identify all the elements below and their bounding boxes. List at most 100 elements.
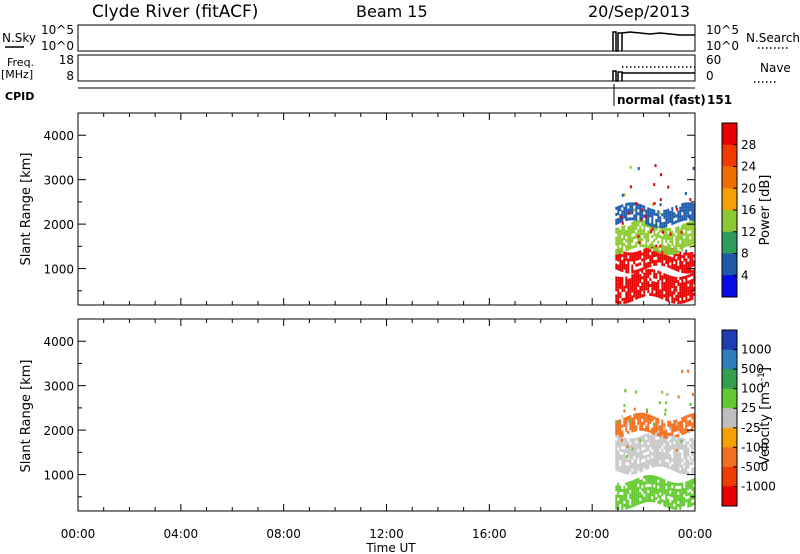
data-cell [691, 478, 694, 482]
data-cell [665, 443, 668, 447]
data-cell [621, 240, 624, 244]
data-cell [649, 246, 652, 250]
data-cell [685, 258, 688, 262]
data-cell [673, 482, 676, 486]
data-cell [621, 260, 624, 264]
data-cell [615, 266, 618, 270]
data-cell [685, 450, 688, 454]
data-cell [685, 284, 688, 288]
data-cell [685, 270, 688, 274]
data-cell [673, 276, 676, 280]
data-cell [691, 223, 694, 227]
data-cell [693, 281, 696, 285]
data-cell [617, 438, 620, 442]
data-cell [675, 259, 678, 263]
data-cell [619, 214, 622, 218]
data-cell [617, 282, 620, 286]
data-cell [673, 420, 676, 424]
data-cell [669, 432, 672, 436]
data-cell [621, 266, 624, 270]
data-cell [683, 288, 686, 292]
data-cell [647, 213, 650, 217]
data-cell [621, 297, 624, 301]
data-cell [673, 497, 676, 501]
data-cell [647, 493, 650, 497]
data-cell [663, 236, 666, 240]
data-cell [689, 233, 692, 237]
data-cell [641, 213, 644, 217]
data-cell [617, 435, 620, 439]
data-cell [651, 293, 654, 297]
colorbar-swatch [722, 466, 737, 487]
colorbar-swatch [722, 349, 737, 370]
data-cell [639, 262, 642, 266]
data-cell [677, 235, 680, 239]
data-cell [659, 295, 662, 299]
data-cell [693, 452, 696, 456]
data-cell [623, 209, 626, 213]
colorbar-tick-label: 20 [741, 181, 756, 195]
data-cell [619, 262, 622, 266]
data-cell [629, 237, 632, 241]
colorbar-tick-label: 1000 [741, 343, 772, 357]
data-cell [639, 421, 642, 425]
data-cell [631, 239, 634, 243]
data-cell [689, 444, 692, 448]
data-cell [617, 251, 620, 255]
data-cell [655, 219, 658, 223]
data-cell [645, 428, 648, 432]
data-cell [693, 223, 696, 227]
data-cell [641, 252, 644, 256]
data-cell [687, 429, 690, 433]
data-cell [629, 217, 632, 221]
data-cell [647, 423, 650, 427]
data-cell [669, 487, 672, 491]
data-cell [617, 239, 620, 243]
data-cell [635, 293, 638, 297]
data-cell [667, 289, 670, 293]
data-cell [653, 458, 656, 462]
data-cell [663, 479, 666, 483]
data-cell [651, 418, 654, 422]
data-cell [651, 211, 654, 215]
data-cell [619, 466, 622, 470]
data-cell [683, 503, 686, 507]
data-cell [635, 478, 638, 482]
data-cell [679, 228, 682, 232]
data-cell [627, 441, 630, 445]
data-cell [681, 239, 684, 243]
data-cell [675, 482, 678, 486]
data-cell [633, 494, 636, 498]
data-cell [691, 458, 694, 462]
data-cell [639, 273, 642, 277]
data-cell [615, 423, 618, 427]
data-cell [647, 264, 650, 268]
data-cell [629, 211, 632, 215]
data-cell [645, 413, 648, 417]
data-cell [679, 494, 682, 498]
data-cell [631, 420, 634, 424]
data-cell [635, 290, 638, 294]
data-cell [635, 446, 638, 450]
data-cell [631, 483, 634, 487]
data-cell [633, 407, 636, 411]
data-cell [641, 232, 644, 236]
data-cell [659, 483, 662, 487]
data-cell [667, 423, 670, 427]
data-cell [671, 285, 674, 289]
data-cell [631, 438, 634, 442]
data-cell [631, 236, 634, 240]
data-cell [693, 496, 696, 500]
data-cell [619, 238, 622, 242]
data-cell [633, 485, 636, 489]
data-cell [627, 278, 630, 282]
data-cell [685, 427, 688, 431]
data-cell [679, 285, 682, 289]
data-cell [691, 487, 694, 491]
data-cell [675, 448, 678, 452]
data-cell [635, 487, 638, 491]
data-cell [633, 416, 636, 420]
data-cell [653, 481, 656, 485]
data-cell [673, 279, 676, 283]
data-cell [617, 491, 620, 495]
